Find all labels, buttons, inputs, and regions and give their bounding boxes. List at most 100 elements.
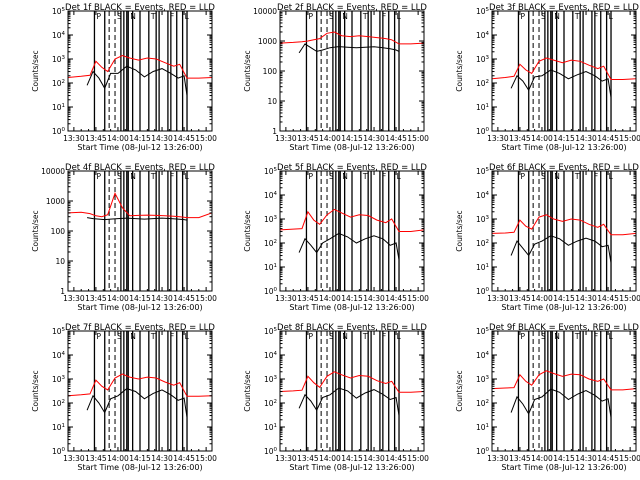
interval-letter: N [130, 172, 136, 181]
interval-letter: L [397, 332, 402, 341]
series-line-lld [68, 192, 212, 219]
panel-series-group [68, 54, 212, 96]
interval-letter: T [362, 12, 368, 21]
x-tick-label: 13:30 [487, 294, 509, 303]
x-axis-label: Start Time (08-Jul-12 13:26:00) [289, 303, 414, 312]
y-tick-label: 100 [264, 447, 278, 456]
x-tick-label: 14:15 [129, 454, 151, 463]
y-tick-label: 104 [264, 191, 278, 200]
y-tick-label: 102 [476, 79, 489, 88]
x-tick-label: 14:15 [553, 134, 575, 143]
interval-letter: F [382, 172, 386, 181]
panel-series-group [492, 370, 636, 418]
x-tick-label: 14:30 [363, 134, 385, 143]
panel-series-group [492, 214, 636, 263]
x-tick-label: 14:45 [597, 134, 619, 143]
interval-letter: P [96, 332, 101, 341]
interval-letter: F [594, 332, 598, 341]
x-tick-label: 14:30 [151, 134, 173, 143]
panel-title: Det 4f BLACK = Events, RED = LLD [65, 163, 215, 173]
x-tick-label: 14:45 [173, 134, 195, 143]
y-axis-label: Counts/sec [455, 210, 464, 251]
interval-letter: P [520, 332, 525, 341]
x-tick-label: 14:00 [531, 294, 553, 303]
y-tick-label: 105 [264, 167, 278, 176]
x-tick-label: 13:30 [63, 294, 85, 303]
x-tick-label: 14:30 [575, 294, 597, 303]
y-tick-label: 100 [476, 127, 490, 136]
x-tick-label: 15:00 [619, 134, 640, 143]
interval-letter: L [185, 172, 190, 181]
x-tick-label: 15:00 [407, 294, 429, 303]
interval-letter: S [541, 172, 546, 181]
panel-series-group [492, 57, 636, 98]
interval-letter: L [397, 12, 402, 21]
y-axis-label: Counts/sec [455, 370, 464, 411]
x-tick-label: 14:00 [107, 294, 129, 303]
x-tick-label: 14:45 [385, 134, 407, 143]
y-axis-label: Counts/sec [243, 370, 252, 411]
panel-title: Det 7f BLACK = Events, RED = LLD [65, 323, 215, 333]
y-tick-label: 103 [476, 215, 490, 224]
x-tick-label: 13:30 [487, 454, 509, 463]
y-tick-label: 104 [52, 31, 66, 40]
interval-letter: N [130, 332, 136, 341]
y-tick-label: 1 [272, 127, 277, 136]
x-tick-label: 15:00 [407, 134, 429, 143]
interval-letter: S [329, 332, 334, 341]
y-tick-label: 104 [264, 351, 278, 360]
interval-letter: S [541, 332, 546, 341]
panel-title: Det 9f BLACK = Events, RED = LLD [489, 323, 639, 333]
x-tick-label: 14:00 [319, 294, 341, 303]
y-tick-label: 102 [476, 399, 489, 408]
x-tick-label: 14:15 [129, 134, 151, 143]
x-tick-label: 15:00 [195, 454, 217, 463]
series-line-lld [280, 371, 424, 393]
series-line-lld [280, 31, 424, 45]
x-tick-label: 14:15 [553, 454, 575, 463]
interval-letter: S [117, 172, 122, 181]
y-tick-label: 103 [264, 375, 278, 384]
interval-letter: L [609, 332, 614, 341]
y-tick-label: 100 [52, 447, 66, 456]
x-tick-label: 14:30 [151, 454, 173, 463]
y-tick-label: 100 [51, 227, 66, 236]
y-tick-label: 101 [52, 423, 65, 432]
x-axis-label: Start Time (08-Jul-12 13:26:00) [501, 143, 626, 152]
y-tick-label: 100 [476, 287, 490, 296]
interval-letter: T [362, 172, 368, 181]
y-axis-label: Counts/sec [31, 210, 40, 251]
y-tick-label: 105 [476, 327, 490, 336]
x-tick-label: 13:30 [275, 454, 297, 463]
interval-letter: T [362, 332, 368, 341]
x-tick-label: 14:15 [129, 294, 151, 303]
x-tick-label: 14:15 [341, 294, 363, 303]
y-tick-label: 101 [264, 423, 277, 432]
interval-letter: P [520, 12, 525, 21]
x-tick-label: 15:00 [195, 294, 217, 303]
x-tick-label: 13:45 [509, 454, 531, 463]
x-tick-label: 15:00 [619, 294, 640, 303]
y-tick-label: 101 [52, 103, 65, 112]
series-line-lld [68, 54, 212, 79]
x-axis-label: Start Time (08-Jul-12 13:26:00) [501, 303, 626, 312]
panel-title: Det 3f BLACK = Events, RED = LLD [489, 3, 639, 13]
x-tick-label: 13:30 [275, 294, 297, 303]
x-axis-label: Start Time (08-Jul-12 13:26:00) [289, 463, 414, 472]
y-tick-label: 103 [52, 55, 66, 64]
x-tick-label: 14:30 [363, 454, 385, 463]
x-tick-label: 13:45 [85, 454, 107, 463]
y-tick-label: 101 [476, 103, 489, 112]
interval-letter: S [117, 332, 122, 341]
y-tick-label: 105 [476, 7, 490, 16]
interval-letter: L [185, 12, 190, 21]
y-axis-label: Counts/sec [31, 370, 40, 411]
y-tick-label: 101 [264, 263, 277, 272]
x-tick-label: 14:00 [319, 454, 341, 463]
y-tick-label: 104 [476, 31, 490, 40]
